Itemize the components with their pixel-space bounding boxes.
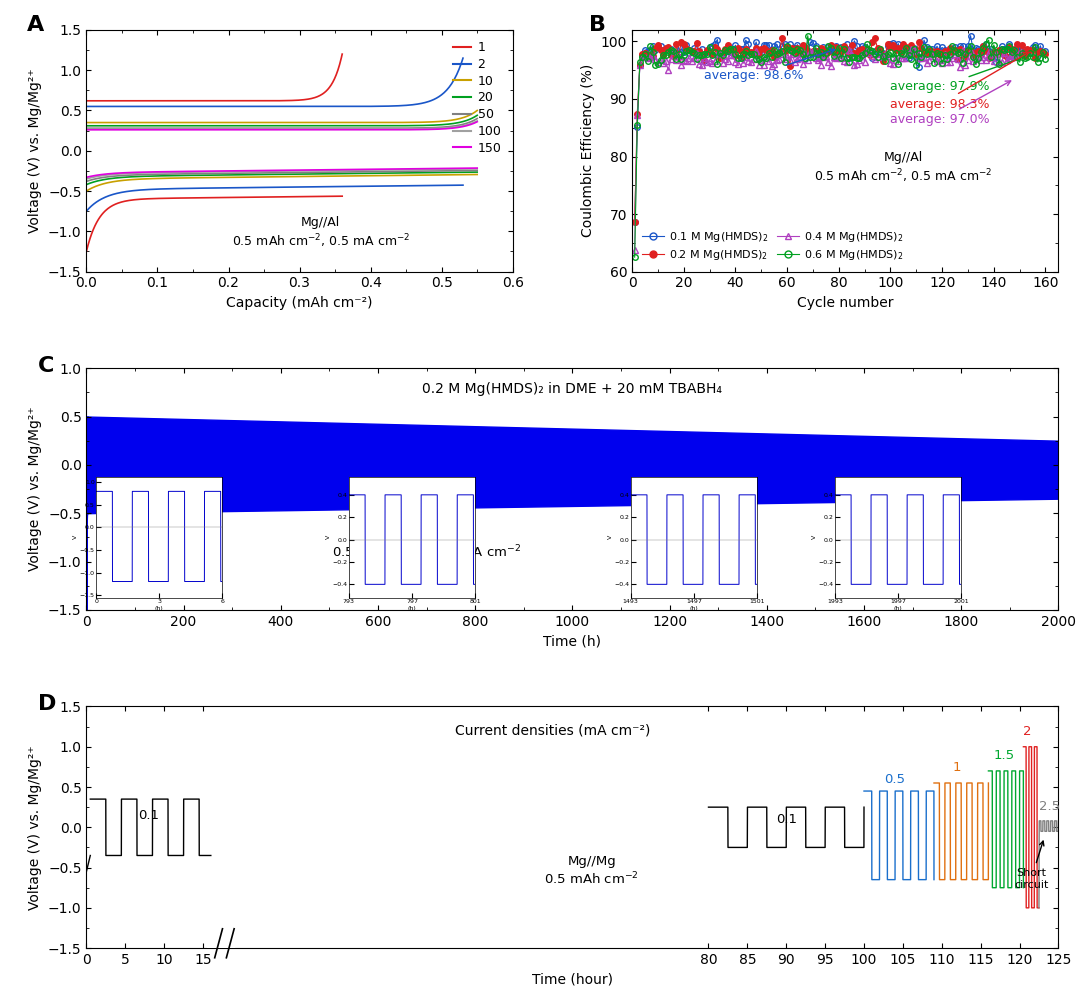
Text: average: 97.0%: average: 97.0% (890, 81, 1011, 126)
Y-axis label: Voltage (V) vs. Mg/Mg²⁺: Voltage (V) vs. Mg/Mg²⁺ (28, 745, 42, 909)
Y-axis label: Coulombic Efficiency (%): Coulombic Efficiency (%) (581, 64, 595, 238)
Text: Mg//Mg
0.5 mAh cm$^{-2}$, 0.5 mA cm$^{-2}$: Mg//Mg 0.5 mAh cm$^{-2}$, 0.5 mA cm$^{-2… (332, 527, 522, 561)
Text: 0.1: 0.1 (775, 813, 797, 826)
Text: D: D (38, 695, 56, 715)
Text: C: C (38, 356, 54, 376)
Text: Mg//Mg
0.5 mAh cm$^{-2}$: Mg//Mg 0.5 mAh cm$^{-2}$ (544, 855, 639, 888)
Text: 0.2 M Mg(HMDS)₂ in DME + 20 mM TBABH₄: 0.2 M Mg(HMDS)₂ in DME + 20 mM TBABH₄ (422, 382, 723, 396)
X-axis label: Time (hour): Time (hour) (531, 972, 613, 986)
Text: Mg//Al
0.5 mAh cm$^{-2}$, 0.5 mA cm$^{-2}$: Mg//Al 0.5 mAh cm$^{-2}$, 0.5 mA cm$^{-2… (814, 152, 993, 185)
Text: average: 98.6%: average: 98.6% (704, 49, 835, 82)
Text: 1: 1 (953, 760, 961, 773)
Bar (207, 933, 234, 952)
Text: 2.5: 2.5 (1039, 799, 1059, 812)
Legend: 1, 2, 10, 20, 50, 100, 150: 1, 2, 10, 20, 50, 100, 150 (447, 36, 507, 160)
X-axis label: Cycle number: Cycle number (797, 296, 893, 310)
Text: average: 97.9%: average: 97.9% (890, 55, 1028, 94)
Text: 0.5: 0.5 (885, 773, 906, 786)
X-axis label: Time (h): Time (h) (543, 635, 602, 649)
Text: Short
circuit: Short circuit (1014, 841, 1049, 889)
Y-axis label: Voltage (V) vs. Mg/Mg²⁺: Voltage (V) vs. Mg/Mg²⁺ (28, 407, 42, 571)
X-axis label: Capacity (mAh cm⁻²): Capacity (mAh cm⁻²) (227, 296, 373, 310)
Legend: 0.1 M Mg(HMDS)$_2$, 0.2 M Mg(HMDS)$_2$, 0.4 M Mg(HMDS)$_2$, 0.6 M Mg(HMDS)$_2$: 0.1 M Mg(HMDS)$_2$, 0.2 M Mg(HMDS)$_2$, … (637, 226, 908, 266)
Text: A: A (27, 15, 44, 36)
Y-axis label: Voltage (V) vs. Mg/Mg²⁺: Voltage (V) vs. Mg/Mg²⁺ (28, 69, 42, 234)
Text: 2: 2 (1023, 725, 1031, 738)
Text: Mg//Al
0.5 mAh cm$^{-2}$, 0.5 mA cm$^{-2}$: Mg//Al 0.5 mAh cm$^{-2}$, 0.5 mA cm$^{-2… (231, 217, 410, 250)
Text: 1.5: 1.5 (994, 748, 1014, 761)
Text: 0.1: 0.1 (138, 809, 159, 822)
Text: Current densities (mA cm⁻²): Current densities (mA cm⁻²) (456, 724, 650, 738)
Text: average: 98.3%: average: 98.3% (890, 52, 1029, 111)
Text: B: B (590, 15, 607, 36)
